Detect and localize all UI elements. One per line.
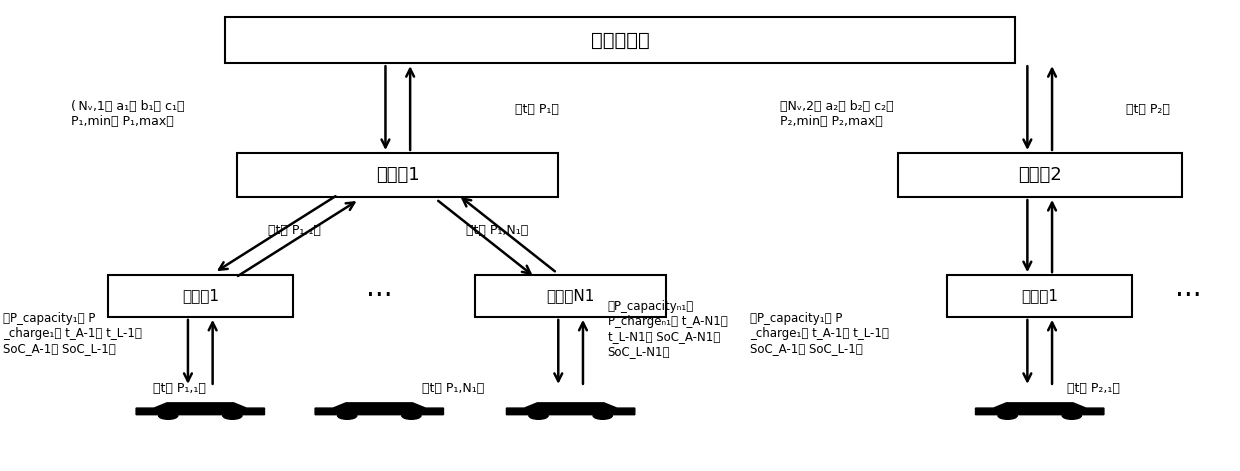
Text: ( Nᵥ,1， a₁， b₁， c₁，
P₁,min， P₁,max）: ( Nᵥ,1， a₁， b₁， c₁， P₁,min， P₁,max） xyxy=(71,100,185,129)
Text: （t， P₁,₁）: （t， P₁,₁） xyxy=(154,382,206,395)
Circle shape xyxy=(998,412,1017,419)
FancyBboxPatch shape xyxy=(237,153,558,197)
Text: （t， P₂,₁）: （t， P₂,₁） xyxy=(1066,382,1120,395)
Text: （t， P₁）: （t， P₁） xyxy=(515,103,559,116)
FancyBboxPatch shape xyxy=(898,153,1182,197)
Text: 充电桩1: 充电桩1 xyxy=(1022,289,1058,303)
Circle shape xyxy=(223,412,242,419)
Circle shape xyxy=(529,412,548,419)
Circle shape xyxy=(593,412,613,419)
Circle shape xyxy=(159,412,177,419)
Polygon shape xyxy=(315,403,444,414)
Text: （t， P₁,₁）: （t， P₁,₁） xyxy=(268,224,321,237)
Text: （P_capacityₙ₁，
P_chargeₙ₁， t_A-N1，
t_L-N1， SoC_A-N1，
SoC_L-N1）: （P_capacityₙ₁， P_chargeₙ₁， t_A-N1， t_L-N… xyxy=(608,300,728,357)
Text: （P_capacity₁， P
_charge₁， t_A-1， t_L-1，
SoC_A-1， SoC_L-1）: （P_capacity₁， P _charge₁， t_A-1， t_L-1， … xyxy=(750,312,889,355)
Circle shape xyxy=(1063,412,1081,419)
FancyBboxPatch shape xyxy=(475,275,666,317)
Circle shape xyxy=(402,412,422,419)
Text: ···: ··· xyxy=(1174,282,1202,310)
Text: （P_capacity₁， P
_charge₁， t_A-1， t_L-1，
SoC_A-1， SoC_L-1）: （P_capacity₁， P _charge₁， t_A-1， t_L-1， … xyxy=(2,312,141,355)
Text: （t， P₁,N₁）: （t， P₁,N₁） xyxy=(466,224,528,237)
Circle shape xyxy=(337,412,357,419)
Polygon shape xyxy=(506,403,635,414)
Text: 配电网调度: 配电网调度 xyxy=(590,31,650,49)
FancyBboxPatch shape xyxy=(108,275,293,317)
Text: 充电站1: 充电站1 xyxy=(376,166,419,184)
FancyBboxPatch shape xyxy=(224,17,1016,63)
Text: （Nᵥ,2， a₂， b₂， c₂，
P₂,min， P₂,max）: （Nᵥ,2， a₂， b₂， c₂， P₂,min， P₂,max） xyxy=(780,100,894,129)
FancyBboxPatch shape xyxy=(947,275,1132,317)
Text: 充电桩1: 充电桩1 xyxy=(182,289,218,303)
Text: ···: ··· xyxy=(366,282,393,310)
Text: （t， P₁,N₁）: （t， P₁,N₁） xyxy=(423,382,485,395)
Polygon shape xyxy=(136,403,264,414)
Text: 充电站2: 充电站2 xyxy=(1018,166,1061,184)
Polygon shape xyxy=(976,403,1104,414)
Text: 充电桩N1: 充电桩N1 xyxy=(547,289,595,303)
Text: （t， P₂）: （t， P₂） xyxy=(1126,103,1171,116)
